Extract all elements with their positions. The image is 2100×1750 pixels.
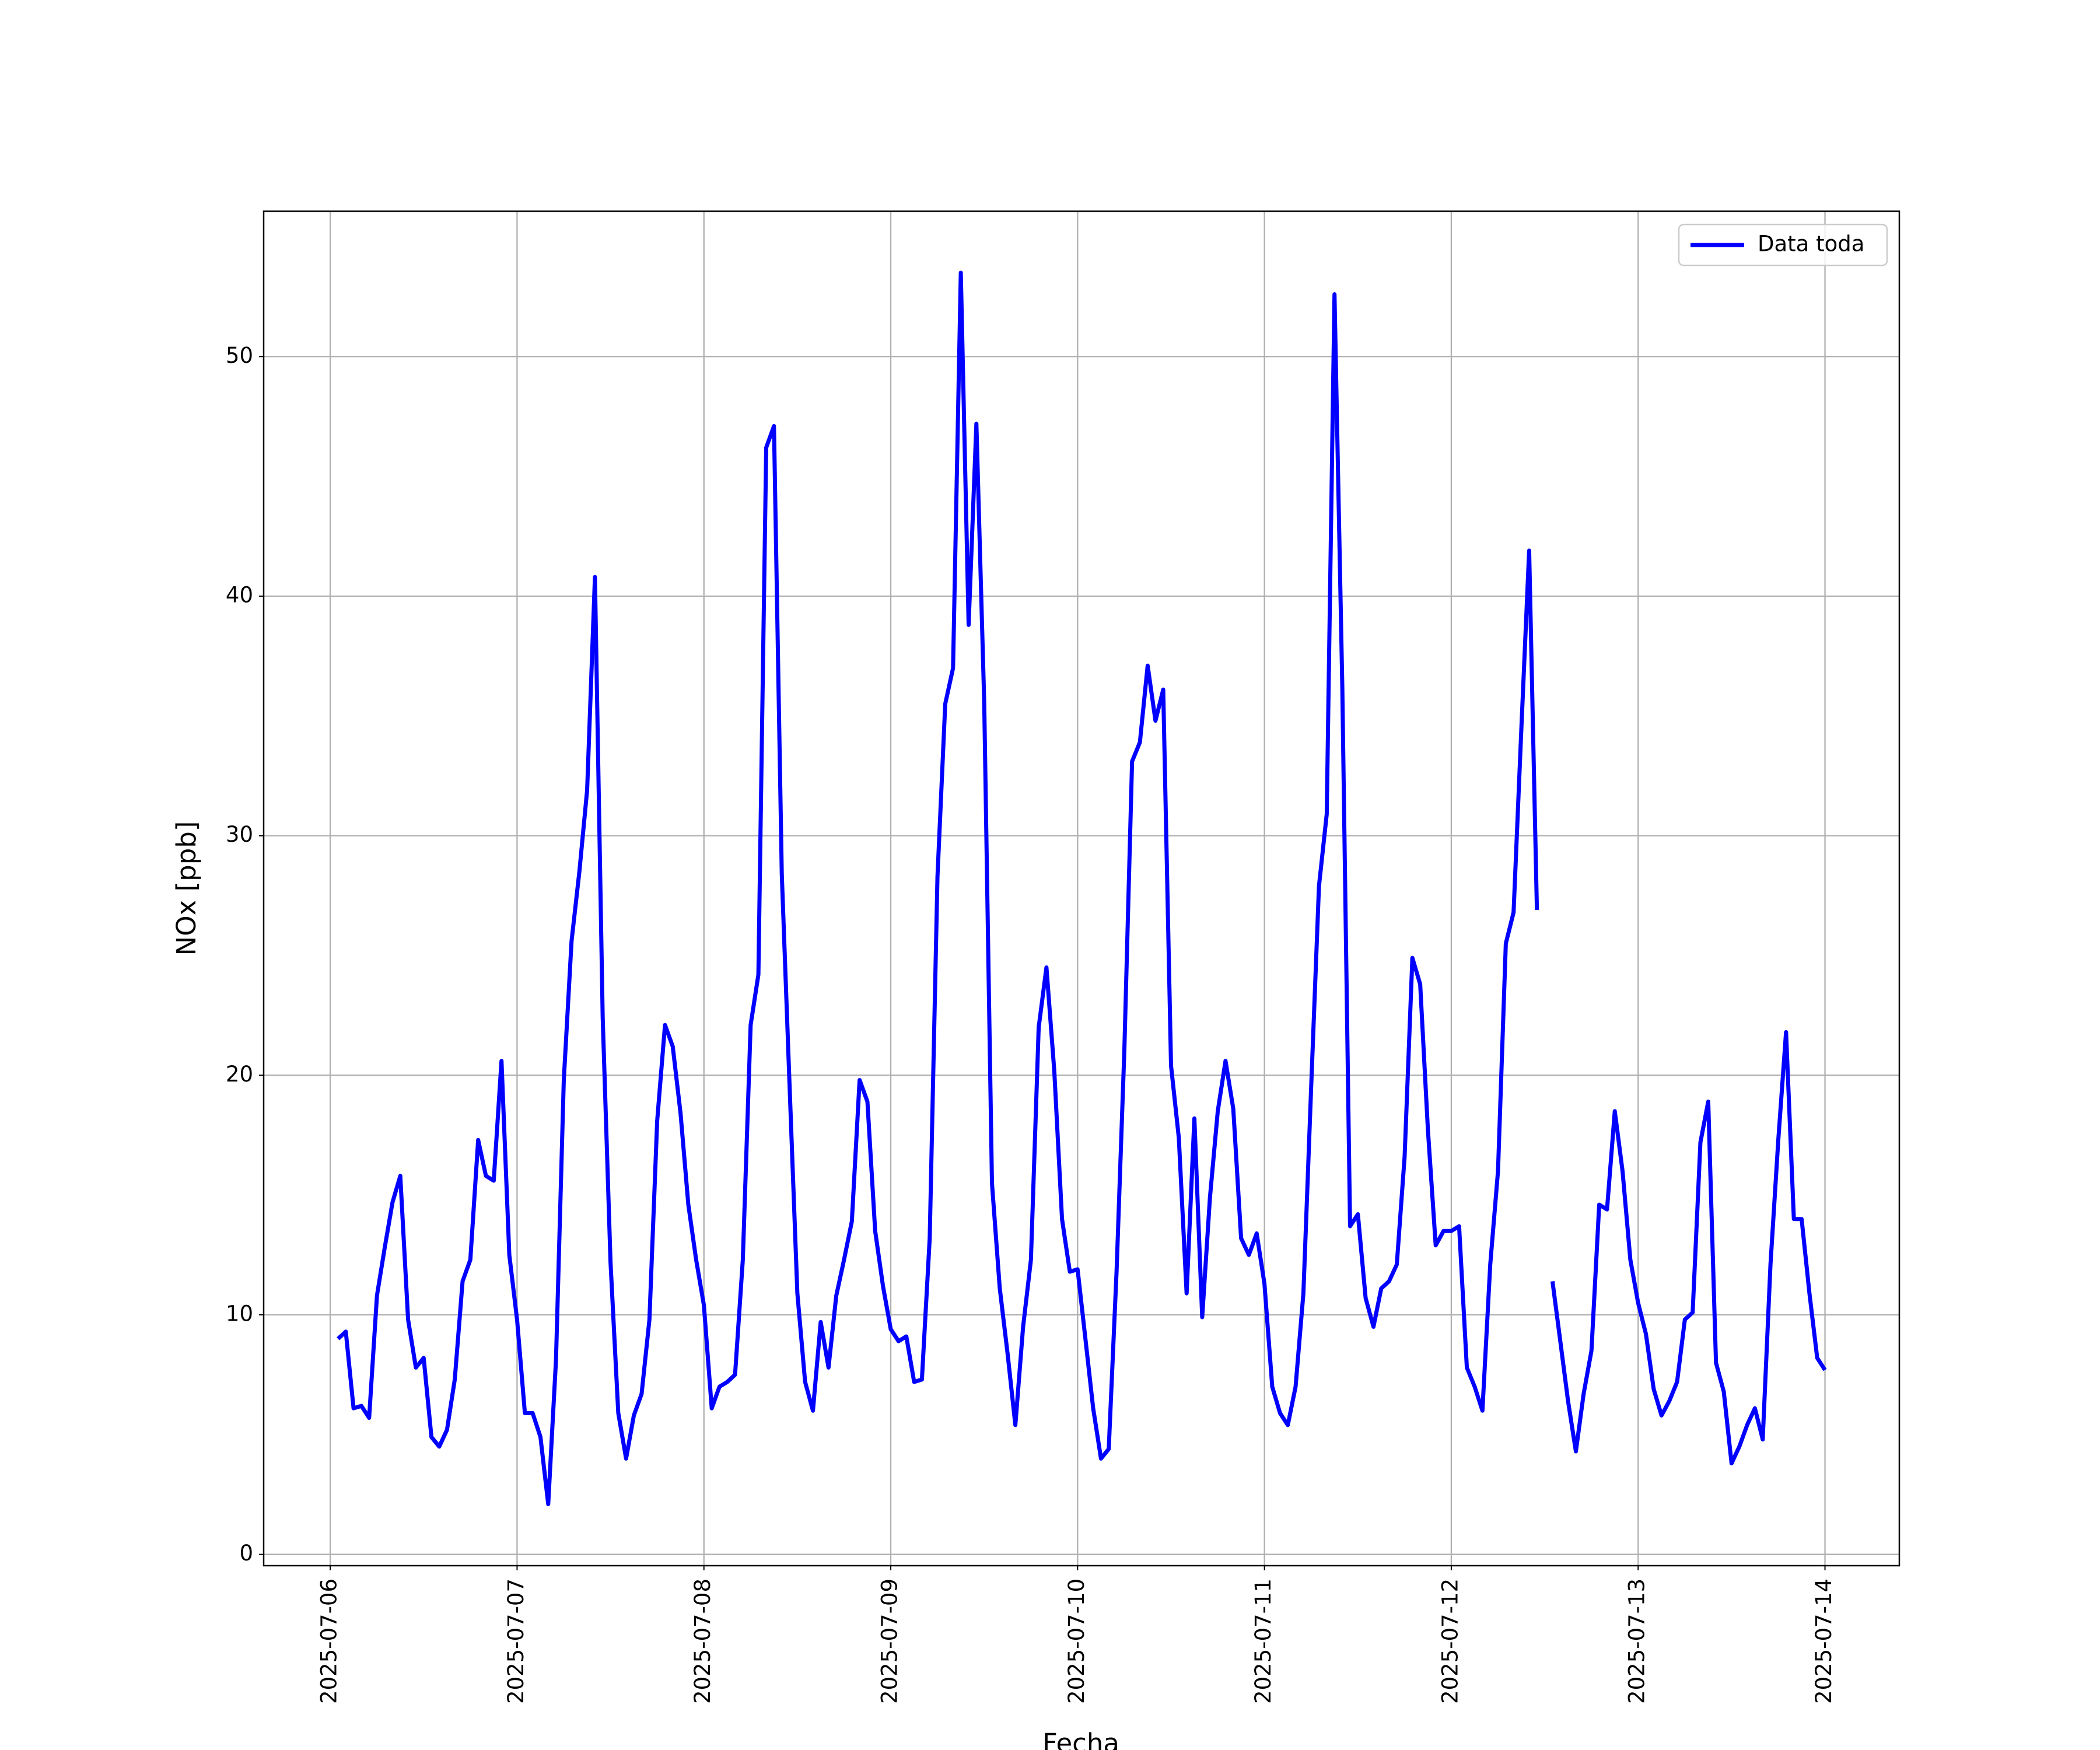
y-tick-label: 50 <box>226 343 253 368</box>
x-axis-label: Fecha <box>1042 1728 1119 1750</box>
x-tick-label: 2025-07-06 <box>317 1578 342 1704</box>
x-tick-label: 2025-07-13 <box>1625 1578 1650 1704</box>
x-tick-label: 2025-07-09 <box>877 1578 902 1704</box>
data-line <box>337 271 1827 1506</box>
legend-box <box>1678 223 1888 267</box>
y-tick-label: 30 <box>226 822 253 847</box>
y-tick-label: 40 <box>226 582 253 607</box>
x-tick-label: 2025-07-08 <box>690 1578 715 1704</box>
y-axis-label: NOx [ppb] <box>171 821 202 956</box>
x-tick-label: 2025-07-07 <box>503 1578 528 1704</box>
x-tick-label: 2025-07-10 <box>1064 1578 1089 1704</box>
x-tick-label: 2025-07-11 <box>1251 1578 1276 1704</box>
x-tick-label: 2025-07-12 <box>1437 1578 1462 1704</box>
x-tick-label: 2025-07-14 <box>1811 1578 1836 1704</box>
y-tick-label: 0 <box>239 1541 253 1566</box>
y-tick-label: 20 <box>226 1062 253 1087</box>
plot-frame <box>262 210 1901 1567</box>
y-tick-label: 10 <box>226 1301 253 1326</box>
legend-label: Data toda <box>1758 232 1864 257</box>
